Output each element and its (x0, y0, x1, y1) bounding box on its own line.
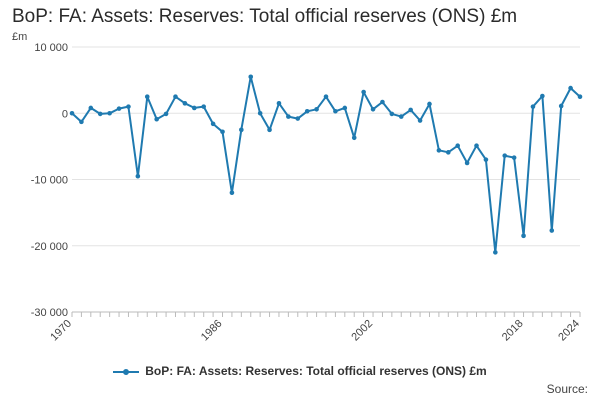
data-point (540, 93, 545, 99)
data-point (361, 89, 366, 95)
data-point (229, 190, 235, 196)
legend: BoP: FA: Assets: Reserves: Total officia… (0, 364, 600, 378)
x-tick-label: 2024 (556, 318, 582, 344)
legend-line-marker-icon (113, 366, 140, 378)
data-point (436, 148, 442, 153)
data-point (116, 106, 122, 111)
data-point (549, 228, 555, 233)
x-tick-label: 2018 (500, 318, 526, 344)
data-point (97, 111, 103, 117)
legend-label: BoP: FA: Assets: Reserves: Total officia… (145, 364, 487, 378)
data-point (493, 250, 498, 255)
data-point (276, 101, 282, 106)
source-label: Source: (546, 382, 588, 396)
data-point (521, 233, 526, 239)
data-point (163, 111, 169, 117)
data-point (568, 85, 573, 91)
data-point (248, 74, 254, 80)
data-point (135, 173, 141, 179)
data-point (408, 107, 413, 113)
data-point (502, 153, 508, 158)
data-point (398, 114, 404, 119)
data-point (173, 94, 178, 99)
data-point (154, 116, 159, 122)
data-point (239, 127, 244, 133)
data-point (380, 99, 385, 105)
y-tick-label: 10 000 (34, 42, 68, 54)
data-point (201, 104, 207, 109)
data-point (342, 105, 348, 111)
y-axis-ticks: 10 000 0 -10 000 -20 000 -30 000 (31, 42, 68, 319)
data-point (69, 110, 75, 116)
y-tick-label: -30 000 (31, 307, 68, 319)
data-point (474, 143, 479, 149)
data-point (210, 121, 216, 127)
data-point (286, 114, 291, 119)
x-axis: 1970 1986 2002 2018 2024 (48, 311, 582, 344)
series-line (69, 74, 583, 255)
data-point (577, 94, 583, 99)
data-point (304, 108, 310, 114)
data-point (483, 157, 489, 162)
data-point (464, 160, 470, 166)
data-point (126, 104, 131, 109)
data-point (220, 129, 225, 135)
data-point (295, 116, 301, 121)
data-point (558, 103, 564, 109)
chart-title: BoP: FA: Assets: Reserves: Total officia… (12, 6, 518, 27)
gridlines (72, 46, 580, 313)
x-tick-label: 2002 (349, 318, 375, 344)
data-point (530, 104, 536, 109)
x-tick-label: 1986 (199, 318, 225, 344)
data-point (511, 155, 517, 160)
data-point (351, 135, 357, 141)
data-point (323, 94, 329, 99)
data-point (107, 110, 112, 116)
data-point (389, 111, 395, 117)
series-line-path (71, 75, 581, 254)
data-point (427, 101, 432, 107)
y-tick-label: -10 000 (31, 175, 68, 187)
data-point (191, 105, 197, 111)
data-point (257, 110, 263, 116)
data-point (88, 105, 94, 111)
data-point (267, 127, 272, 133)
y-tick-label: 0 (62, 108, 68, 120)
data-point (182, 101, 188, 106)
data-point (333, 108, 338, 114)
data-point (370, 106, 376, 112)
y-tick-label: -20 000 (31, 241, 68, 253)
data-point (79, 119, 84, 125)
data-point (314, 106, 319, 112)
data-point (455, 143, 461, 149)
x-tick-label: 1970 (48, 318, 74, 344)
data-point (445, 150, 451, 155)
data-point (144, 94, 150, 99)
y-axis-unit-label: £m (12, 31, 28, 43)
data-point (417, 118, 423, 123)
